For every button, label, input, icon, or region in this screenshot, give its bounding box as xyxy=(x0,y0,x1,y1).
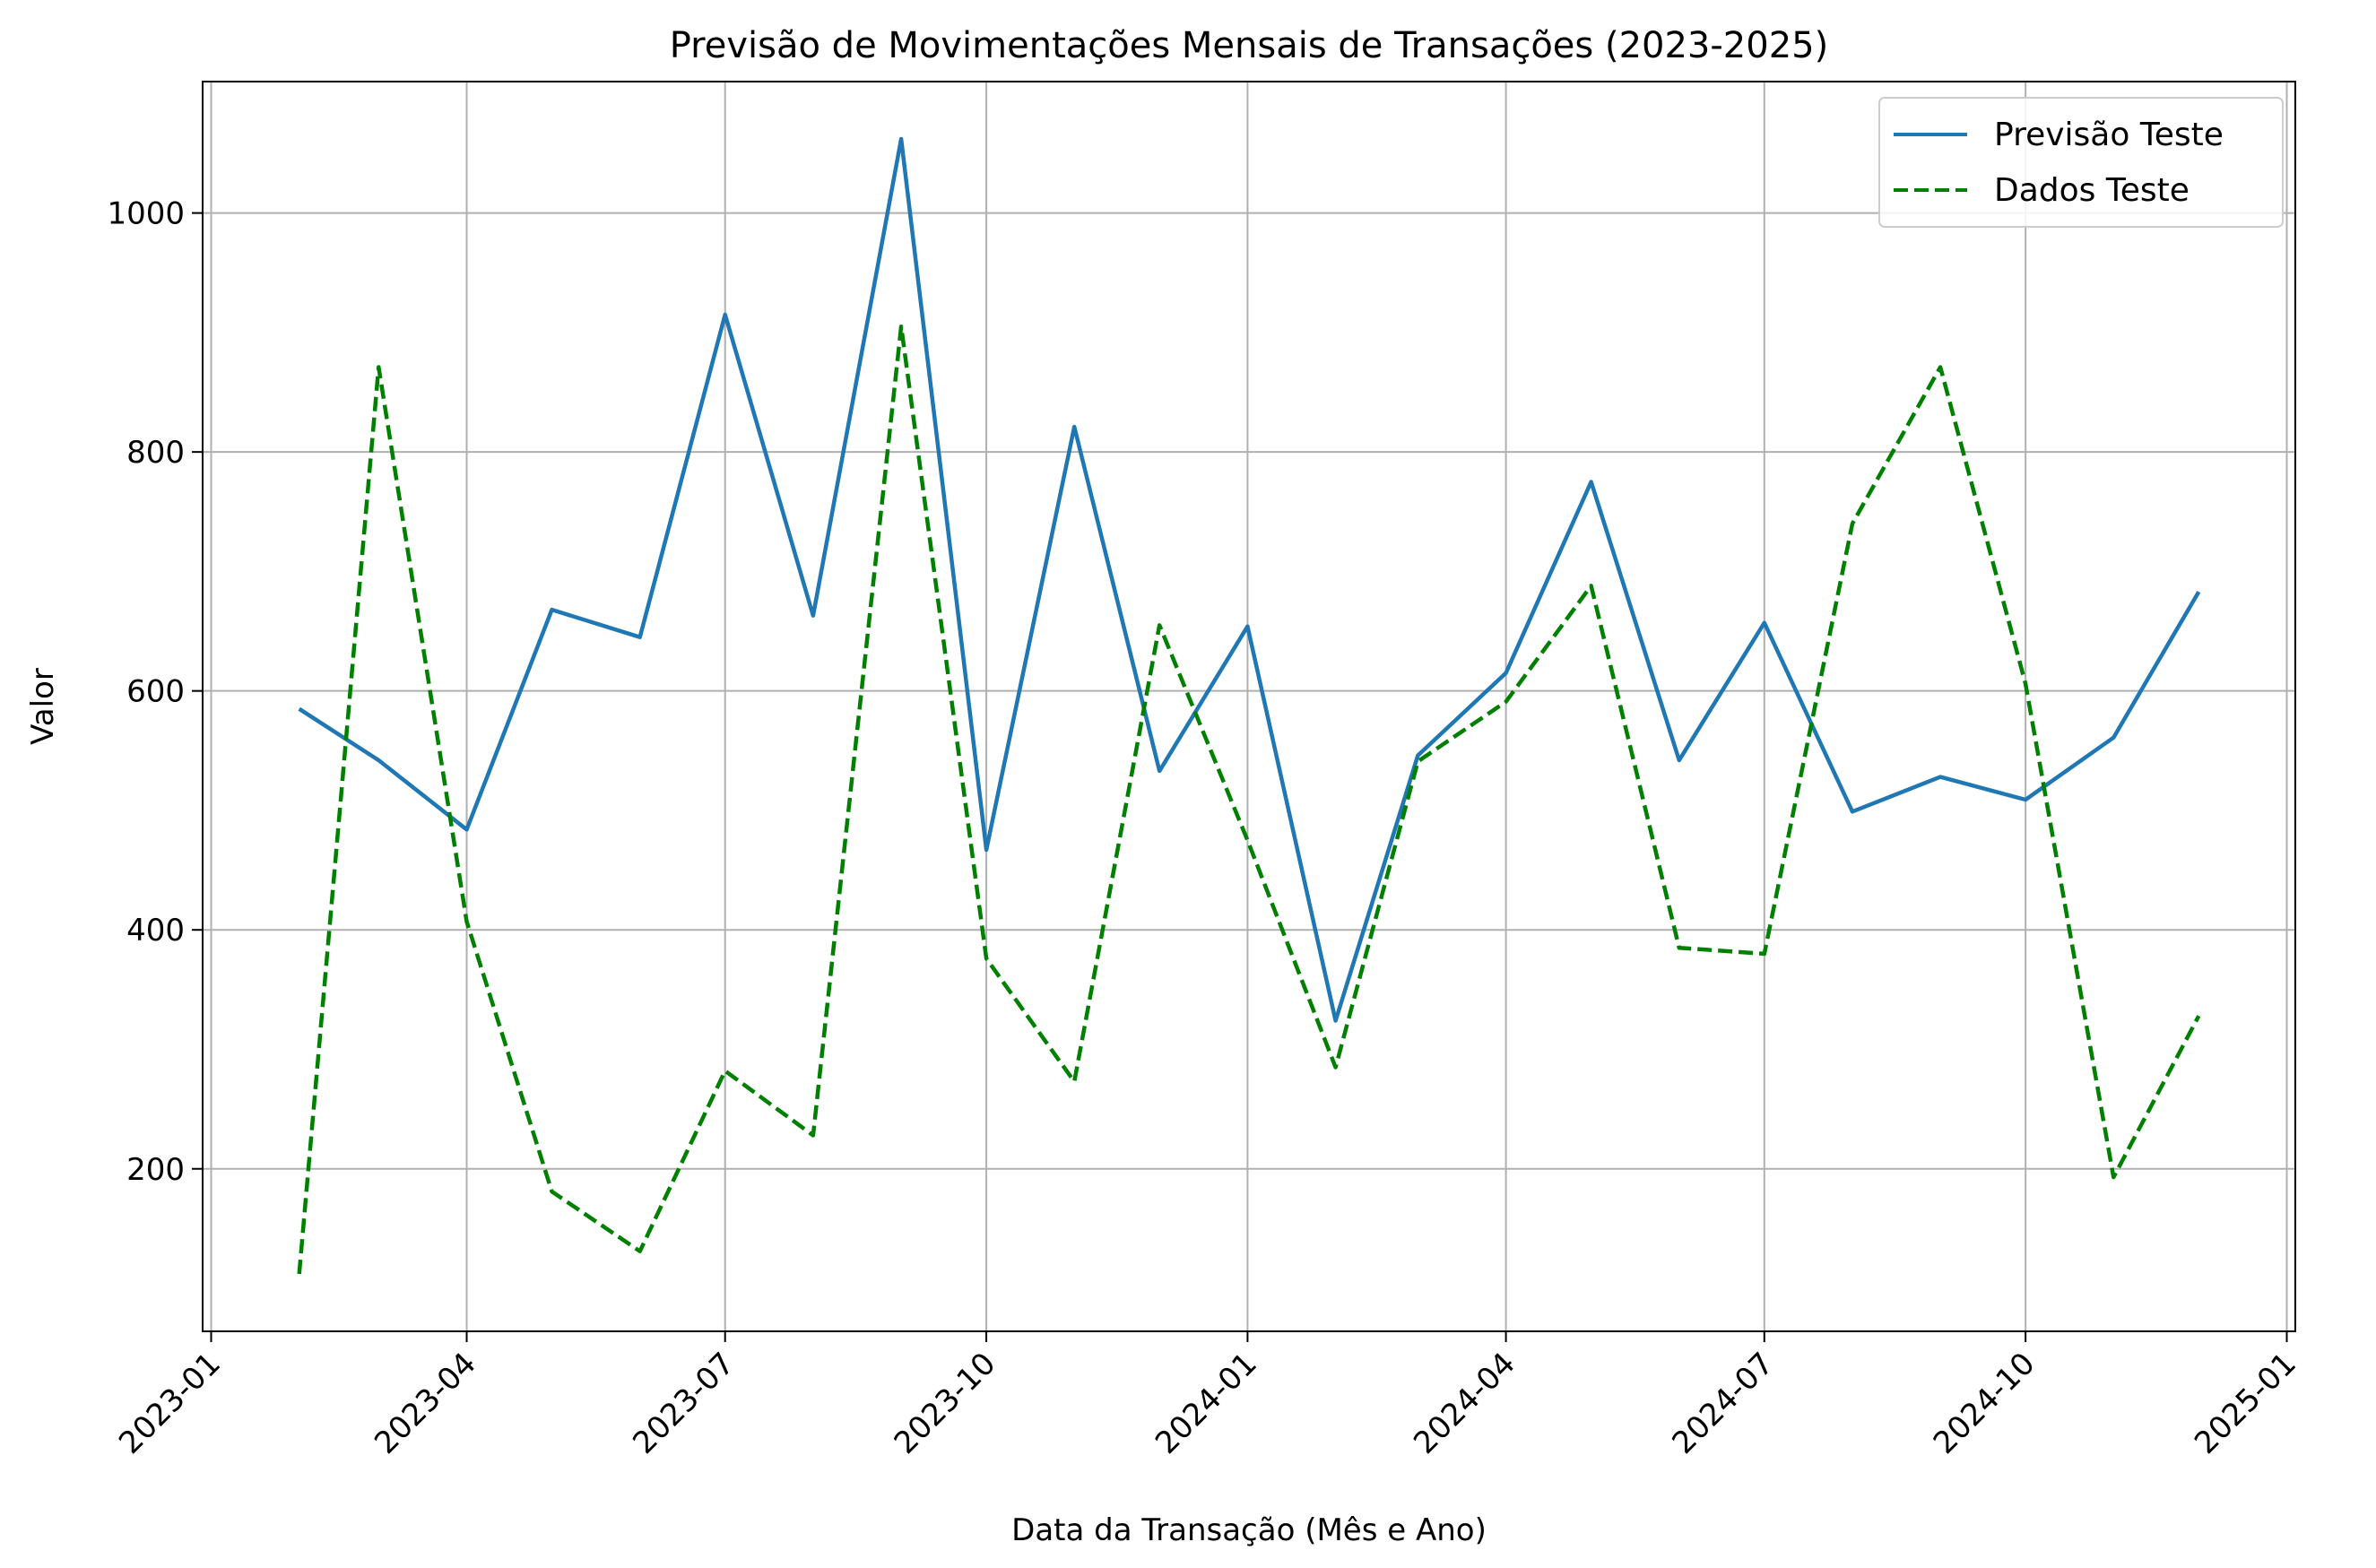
x-axis-label: Data da Transação (Mês e Ano) xyxy=(1011,1512,1487,1548)
series-lines xyxy=(297,136,2201,1275)
y-tick-label: 1000 xyxy=(107,196,185,232)
series-line-dados-teste xyxy=(297,324,2201,1275)
y-tick-label: 800 xyxy=(126,435,185,471)
plot-frame xyxy=(202,81,2296,1332)
series-line-previsao-teste xyxy=(298,136,2201,1023)
y-axis-label: Valor xyxy=(25,668,61,745)
y-tick-label: 200 xyxy=(126,1152,185,1188)
y-tick-label: 600 xyxy=(126,674,185,710)
chart-title: Previsão de Movimentações Mensais de Tra… xyxy=(670,25,1828,66)
legend-box xyxy=(1878,97,2284,228)
y-tick-label: 400 xyxy=(126,913,185,949)
legend: Previsão Teste Dados Teste xyxy=(1878,97,2284,228)
legend-label-previsao: Previsão Teste xyxy=(1994,117,2224,153)
legend-label-dados: Dados Teste xyxy=(1994,172,2190,209)
